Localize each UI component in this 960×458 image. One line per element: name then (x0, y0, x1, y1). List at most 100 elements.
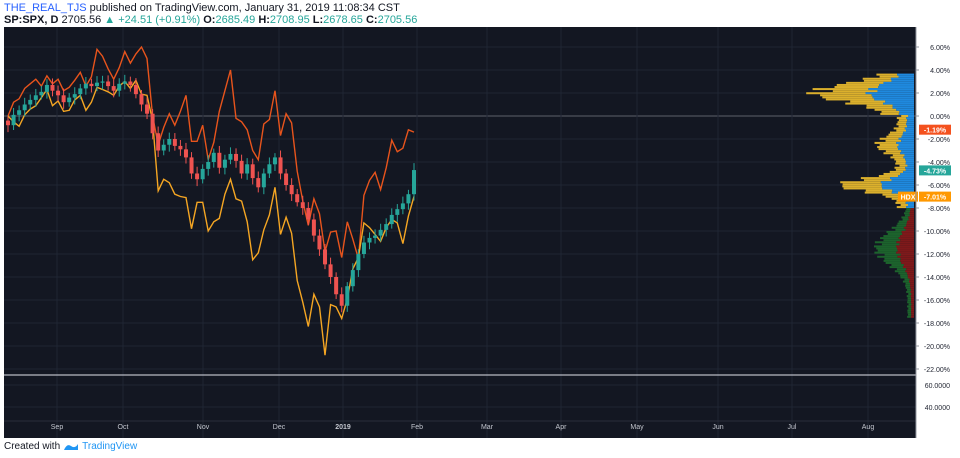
candle-body (356, 254, 361, 271)
profile-bar (900, 172, 914, 175)
high-label: H: (258, 14, 270, 26)
profile-bar (888, 133, 903, 136)
y-tick-label: -14.00% (924, 275, 950, 282)
profile-bar (901, 216, 909, 219)
price-badge-label: -4.73% (924, 168, 947, 175)
author-link[interactable]: THE_REAL_TJS (4, 2, 87, 14)
profile-bar (863, 179, 892, 182)
open-value: 2685.49 (215, 14, 256, 26)
profile-bar (895, 201, 906, 204)
profile-bar (880, 112, 899, 115)
profile-bar (908, 216, 914, 219)
profile-bar (906, 224, 914, 227)
profile-bar (897, 73, 914, 76)
candle-body (306, 208, 311, 220)
profile-bar (900, 235, 914, 238)
candle-body (139, 94, 144, 105)
profile-bar (866, 104, 893, 107)
price-badges: -1.19% -4.73% -7.01% HDX (898, 124, 951, 202)
profile-bar (902, 280, 910, 283)
x-tick-label: Nov (197, 424, 210, 431)
profile-bar (881, 185, 914, 188)
profile-bar (899, 110, 914, 113)
profile-bar (902, 218, 909, 221)
profile-bar (892, 106, 914, 109)
x-tick-label: Aug (862, 424, 875, 431)
profile-bar (883, 239, 901, 242)
volume-profile (806, 73, 914, 318)
price-candles (6, 74, 416, 313)
profile-bar (879, 137, 899, 140)
y-tick-label: -4.00% (928, 160, 950, 167)
profile-bar (910, 210, 914, 213)
profile-bar (883, 102, 914, 105)
candle-body (189, 157, 194, 174)
profile-bar (880, 181, 914, 184)
y-tick-label: -22.00% (924, 367, 950, 374)
profile-bar (905, 162, 914, 165)
profile-bar (906, 123, 914, 126)
profile-bar (877, 255, 898, 258)
close-label: C: (365, 14, 378, 26)
sub-tick-label: 60.0000 (925, 383, 950, 390)
profile-bar (883, 172, 901, 175)
candle-body (345, 286, 350, 306)
profile-bar (911, 299, 914, 302)
candle-body (334, 277, 339, 295)
candle-body (278, 157, 283, 174)
candle-body (106, 81, 111, 87)
profile-bar (911, 307, 914, 310)
profile-bar (889, 266, 903, 269)
profile-bar (903, 156, 914, 159)
profile-bar (900, 259, 914, 262)
candle-body (6, 120, 10, 126)
candle-body (384, 224, 389, 230)
profile-bar (892, 189, 914, 192)
profile-bar (904, 278, 910, 281)
profile-bar (822, 96, 873, 99)
profile-bar (905, 201, 914, 204)
profile-bar (910, 290, 914, 293)
profile-bar (886, 230, 902, 233)
profile-bar (903, 170, 914, 173)
profile-bar (885, 150, 902, 153)
candle-body (22, 104, 27, 111)
profile-bar (900, 257, 914, 260)
y-tick-label: 4.00% (930, 68, 950, 75)
candle-body (44, 84, 49, 92)
profile-bar (898, 272, 907, 275)
chart-background (4, 27, 916, 438)
profile-bar (898, 125, 908, 128)
candle-body (100, 81, 105, 83)
price-badge (919, 191, 951, 202)
profile-bar (896, 123, 907, 126)
price-badge (919, 165, 951, 176)
candle-body (228, 153, 233, 160)
profile-bar (877, 146, 898, 149)
profile-bar (908, 303, 912, 306)
profile-bar (846, 81, 884, 84)
profile-bar (886, 135, 902, 138)
profile-bar (907, 220, 914, 223)
profile-bar (902, 266, 914, 269)
profile-bar (906, 206, 914, 209)
profile-bar (897, 121, 907, 124)
profile-bar (909, 212, 914, 215)
profile-bar (878, 86, 914, 89)
profile-bar (908, 218, 914, 221)
candle-body (222, 159, 227, 168)
y-tick-label: -6.00% (928, 183, 950, 190)
candle-body (111, 86, 116, 91)
profile-bar (874, 251, 897, 254)
profile-bar (907, 288, 911, 291)
profile-bar (899, 164, 908, 167)
profile-bar (877, 90, 914, 93)
profile-bar (892, 104, 914, 107)
profile-bar (874, 141, 897, 144)
profile-bar (898, 137, 914, 140)
profile-bar (901, 135, 914, 138)
profile-bar (896, 251, 914, 254)
y-tick-label: -16.00% (924, 298, 950, 305)
footer-brand[interactable]: TradingView (82, 441, 138, 452)
